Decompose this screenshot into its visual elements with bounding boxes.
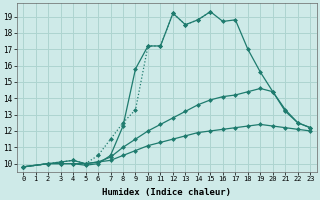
X-axis label: Humidex (Indice chaleur): Humidex (Indice chaleur)	[102, 188, 231, 197]
